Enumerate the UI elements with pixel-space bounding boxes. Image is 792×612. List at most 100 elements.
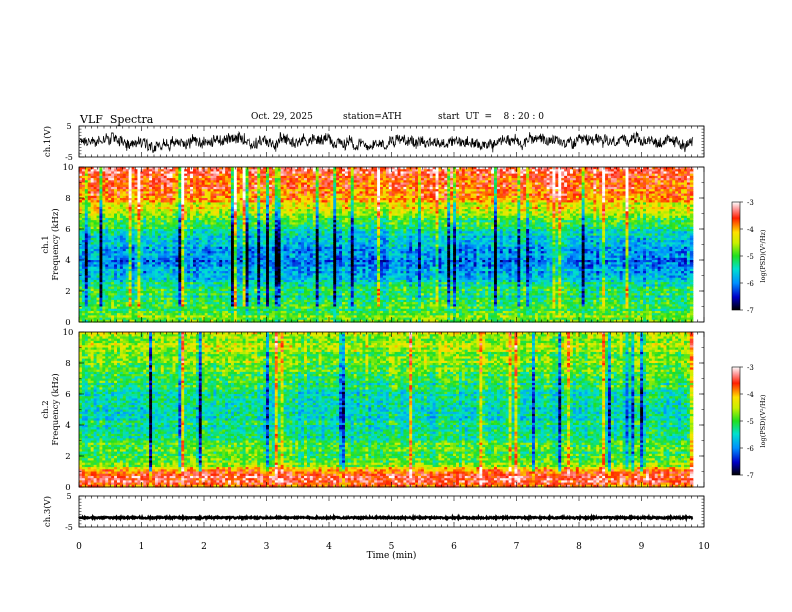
spectrogram-cell	[116, 204, 121, 208]
spectrogram-cell	[81, 224, 86, 228]
spectrogram-cell	[184, 182, 188, 186]
spectrogram-cell	[166, 306, 171, 310]
spectrogram-cell	[137, 262, 141, 266]
spectrogram-cell	[175, 215, 179, 219]
spectrogram-cell	[178, 233, 182, 237]
spectrogram-cell	[90, 302, 95, 305]
spectrogram-cell	[119, 180, 124, 184]
spectrogram-cell	[163, 231, 168, 235]
spectrogram-cell	[143, 167, 147, 170]
spectrogram-cell	[114, 277, 118, 281]
spectrogram-cell	[105, 244, 109, 248]
spectrogram-cell	[160, 293, 165, 297]
spectrogram-cell	[157, 310, 162, 314]
spectrogram-cell	[128, 286, 133, 290]
spectrogram-cell	[108, 226, 112, 230]
spectrogram-cell	[184, 264, 188, 268]
spectrogram-cell	[184, 200, 188, 204]
spectrogram-cell	[81, 253, 86, 257]
spectrogram-cell	[93, 189, 98, 192]
spectrogram-cell	[149, 195, 153, 199]
spectrogram-cell	[87, 271, 92, 274]
spectrogram-cell	[157, 293, 162, 297]
spectrogram-cell	[81, 266, 86, 270]
spectrogram-cell	[122, 178, 127, 181]
spectrogram-cell	[99, 217, 103, 221]
spectrogram-cell	[146, 178, 150, 181]
spectrogram-cell	[157, 277, 162, 281]
spectrogram-cell	[175, 297, 179, 301]
spectrogram-cell	[96, 317, 101, 321]
spectrogram-cell	[181, 235, 185, 239]
spectrogram-cell	[175, 220, 179, 223]
spectrogram-cell	[79, 260, 83, 263]
spectrogram-cell	[81, 260, 86, 263]
spectrogram-cell	[160, 237, 165, 241]
spectrogram-cell	[122, 231, 127, 235]
spectrogram-cell	[84, 209, 89, 212]
spectrogram-cell	[105, 211, 109, 215]
spectrogram-cell	[114, 266, 118, 270]
spectrogram-cell	[152, 180, 156, 184]
spectrogram-cell	[172, 246, 177, 250]
spectrogram-cell	[87, 189, 92, 192]
spectrogram-cell	[90, 284, 95, 288]
spectrogram-cell	[116, 184, 121, 188]
spectrogram-cell	[99, 213, 103, 217]
y-tick-label: -5	[65, 153, 73, 162]
spectrogram-cell	[181, 291, 185, 294]
spectrogram-cell	[160, 182, 165, 186]
spectrogram-cell	[169, 262, 174, 266]
spectrogram-cell	[175, 244, 179, 248]
spectrogram-cell	[96, 277, 101, 281]
spectrogram-cell	[111, 308, 115, 312]
spectrogram-cell	[105, 222, 109, 226]
spectrogram-cell	[190, 215, 194, 219]
spectrogram-cell	[119, 282, 124, 285]
spectrogram-cell	[163, 167, 168, 170]
spectrogram-cell	[154, 306, 159, 310]
spectrogram-cell	[169, 200, 174, 204]
spectrogram-cell	[128, 175, 133, 179]
spectrogram-cell	[152, 231, 156, 235]
spectrogram-cell	[87, 233, 92, 237]
spectrogram-cell	[99, 215, 103, 219]
spectrogram-cell	[96, 304, 101, 308]
spectrogram-cell	[163, 246, 168, 250]
spectrogram-cell	[114, 220, 118, 223]
spectrogram-cell	[111, 246, 115, 250]
spectrogram-cell	[96, 268, 101, 272]
spectrogram-cell	[99, 253, 103, 257]
spectrogram-cell	[134, 284, 139, 288]
spectrogram-cell	[163, 209, 168, 212]
spectrogram-cell	[190, 229, 194, 232]
spectrogram-cell	[128, 275, 133, 279]
spectrogram-cell	[128, 313, 133, 316]
spectrogram-cell	[169, 171, 174, 175]
spectrogram-cell	[169, 271, 174, 274]
spectrogram-cell	[79, 193, 83, 197]
spectrogram-cell	[128, 248, 133, 252]
spectrogram-cell	[119, 284, 124, 288]
spectrogram-cell	[87, 198, 92, 201]
spectrogram-cell	[187, 242, 191, 246]
spectrogram-cell	[119, 211, 124, 215]
spectrogram-cell	[143, 282, 147, 285]
spectrogram-cell	[160, 277, 165, 281]
spectrogram-cell	[84, 184, 89, 188]
spectrogram-cell	[169, 169, 174, 173]
spectrogram-cell	[166, 231, 171, 235]
spectrogram-cell	[163, 193, 168, 197]
spectrogram-cell	[131, 266, 136, 270]
spectrogram-cell	[96, 275, 101, 279]
spectrogram-cell	[160, 279, 165, 283]
spectrogram-cell	[152, 288, 156, 292]
spectrogram-cell	[163, 220, 168, 223]
spectrogram-cell	[79, 291, 83, 294]
spectrogram-cell	[178, 235, 182, 239]
spectrogram-cell	[190, 171, 194, 175]
spectrogram-cell	[169, 222, 174, 226]
spectrogram-cell	[190, 315, 194, 319]
spectrogram-cell	[143, 299, 147, 303]
spectrogram-cell	[81, 204, 86, 208]
